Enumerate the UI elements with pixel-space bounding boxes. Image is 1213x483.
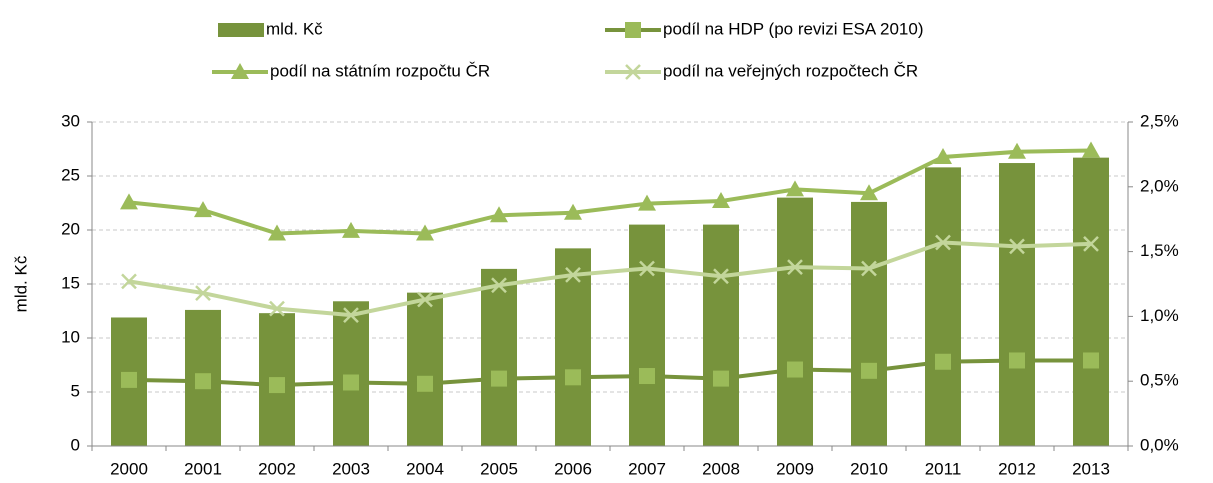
marker — [269, 300, 285, 317]
marker — [935, 353, 951, 370]
marker — [861, 362, 877, 379]
bar — [777, 197, 813, 446]
x-tick-label: 2007 — [628, 459, 666, 478]
x-tick-label: 2011 — [925, 459, 962, 478]
bar — [925, 167, 961, 447]
y-tick-label: 25 — [61, 165, 80, 184]
marker — [860, 184, 878, 201]
y2-tick-label: 2,5% — [1140, 111, 1179, 130]
marker — [1009, 238, 1025, 255]
y-tick-label: 30 — [61, 111, 80, 130]
y2-tick-label: 0,0% — [1140, 435, 1179, 454]
marker — [564, 203, 582, 220]
bar — [407, 292, 443, 446]
y-tick-label: 15 — [61, 273, 80, 292]
y-tick-label: 5 — [71, 381, 80, 400]
x-tick-label: 2009 — [776, 459, 814, 478]
x-tick-label: 2003 — [332, 459, 370, 478]
y-tick-label: 0 — [71, 435, 80, 454]
marker — [195, 285, 211, 301]
marker — [195, 373, 211, 390]
marker — [787, 259, 803, 276]
y2-tick-label: 1,5% — [1140, 241, 1179, 260]
marker — [342, 221, 360, 238]
legend-marker — [625, 64, 641, 80]
x-tick-label: 2005 — [480, 459, 518, 478]
bar — [555, 248, 591, 446]
x-tick-label: 2006 — [554, 459, 592, 478]
marker — [194, 201, 212, 218]
x-tick-label: 2008 — [702, 459, 740, 478]
bar — [999, 163, 1035, 447]
marker — [713, 268, 729, 285]
marker — [343, 374, 359, 391]
legend-label: podíl na státním rozpočtu ČR — [270, 61, 490, 80]
bar — [333, 301, 369, 446]
marker — [713, 370, 729, 387]
x-tick-label: 2001 — [184, 459, 222, 478]
y2-tick-label: 0,5% — [1140, 371, 1179, 390]
marker — [861, 260, 877, 277]
marker — [491, 277, 507, 294]
bar — [1073, 157, 1109, 446]
line — [128, 240, 1092, 318]
marker — [565, 267, 581, 283]
marker — [639, 260, 655, 277]
x-tick-label: 2012 — [998, 459, 1036, 478]
marker — [417, 291, 433, 308]
x-tick-label: 2010 — [850, 459, 888, 478]
legend-label: podíl na HDP (po revizi ESA 2010) — [663, 19, 924, 38]
marker — [490, 206, 508, 223]
marker — [934, 147, 952, 164]
marker — [787, 361, 803, 378]
marker — [121, 371, 137, 388]
line — [128, 358, 1091, 388]
y2-tick-label: 2,0% — [1140, 176, 1179, 195]
marker — [268, 224, 286, 241]
marker — [1082, 141, 1100, 158]
y2-tick-label: 1,0% — [1140, 306, 1179, 325]
marker — [1083, 352, 1099, 369]
bar — [703, 224, 739, 446]
x-tick-label: 2000 — [110, 459, 148, 478]
marker — [120, 193, 138, 210]
x-tick-label: 2002 — [258, 459, 296, 478]
y-tick-label: 20 — [61, 219, 80, 238]
legend-marker — [625, 22, 641, 38]
x-tick-label: 2013 — [1072, 459, 1110, 478]
marker — [416, 224, 434, 241]
marker — [712, 192, 730, 209]
marker — [565, 369, 581, 386]
line — [128, 148, 1092, 236]
marker — [639, 368, 655, 385]
legend-marker — [231, 63, 249, 79]
bar — [481, 268, 517, 446]
marker — [1009, 352, 1025, 369]
marker — [638, 194, 656, 211]
x-tick-label: 2004 — [406, 459, 444, 478]
marker — [1008, 142, 1026, 159]
y-tick-label: 10 — [61, 327, 80, 346]
legend-swatch — [218, 23, 264, 37]
marker — [491, 370, 507, 387]
marker — [417, 375, 433, 392]
bar — [629, 224, 665, 446]
legend-label: mld. Kč — [266, 19, 323, 38]
marker — [1083, 235, 1099, 252]
legend-label: podíl na veřejných rozpočtech ČR — [663, 61, 918, 80]
marker — [935, 234, 951, 251]
marker — [269, 377, 285, 394]
marker — [786, 180, 804, 197]
marker — [121, 273, 137, 290]
bar — [851, 201, 887, 446]
y-axis-label: mld. Kč — [11, 255, 30, 312]
marker — [343, 307, 359, 323]
